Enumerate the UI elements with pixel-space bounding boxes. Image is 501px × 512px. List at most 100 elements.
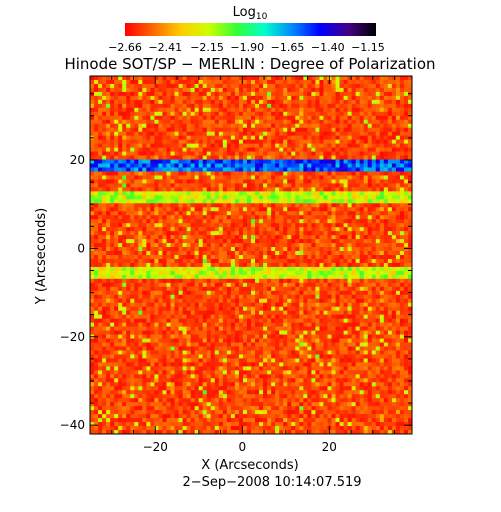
heatmap-cell bbox=[379, 318, 385, 324]
heatmap-cell bbox=[238, 119, 244, 125]
heatmap-cell bbox=[295, 274, 300, 280]
heatmap-cell bbox=[271, 111, 276, 117]
heatmap-cell bbox=[190, 83, 196, 89]
heatmap-cell bbox=[94, 171, 99, 176]
heatmap-cell bbox=[182, 83, 187, 89]
heatmap-cell bbox=[299, 127, 304, 133]
heatmap-cell bbox=[347, 123, 353, 129]
heatmap-cell bbox=[186, 91, 192, 97]
heatmap-cell bbox=[391, 187, 397, 192]
heatmap-cell bbox=[387, 76, 393, 81]
heatmap-cell bbox=[327, 143, 332, 148]
heatmap-cell bbox=[190, 282, 196, 288]
heatmap-cell bbox=[206, 115, 212, 121]
heatmap-cell bbox=[170, 99, 175, 105]
heatmap-cell bbox=[267, 215, 272, 220]
heatmap-cell bbox=[206, 91, 212, 97]
heatmap-cell bbox=[194, 247, 200, 252]
heatmap-cell bbox=[279, 155, 284, 160]
heatmap-cell bbox=[383, 99, 389, 105]
heatmap-cell bbox=[182, 163, 187, 168]
heatmap-cell bbox=[210, 290, 216, 296]
heatmap-cell bbox=[194, 231, 200, 236]
heatmap-cell bbox=[315, 99, 320, 105]
heatmap-cell bbox=[319, 139, 324, 145]
heatmap-cell bbox=[114, 199, 119, 204]
heatmap-cell bbox=[174, 211, 179, 216]
heatmap-cell bbox=[138, 262, 143, 268]
heatmap-cell bbox=[90, 298, 95, 304]
heatmap-cell bbox=[102, 139, 107, 145]
heatmap-cell bbox=[178, 99, 183, 105]
heatmap-cell bbox=[379, 243, 385, 248]
heatmap-cell bbox=[146, 310, 151, 316]
heatmap-cell bbox=[166, 151, 171, 156]
heatmap-cell bbox=[307, 258, 312, 264]
heatmap-cell bbox=[391, 183, 397, 188]
heatmap-cell bbox=[162, 83, 167, 89]
heatmap-cell bbox=[331, 239, 336, 244]
heatmap-cell bbox=[146, 298, 151, 304]
heatmap-cell bbox=[295, 119, 300, 125]
heatmap-cell bbox=[371, 282, 377, 288]
heatmap-cell bbox=[158, 107, 163, 113]
heatmap-cell bbox=[307, 151, 312, 156]
heatmap-cell bbox=[275, 318, 280, 324]
heatmap-cell bbox=[403, 203, 409, 208]
heatmap-cell bbox=[138, 179, 143, 184]
heatmap-cell bbox=[391, 215, 397, 220]
heatmap-cell bbox=[138, 83, 143, 89]
heatmap-cell bbox=[226, 274, 232, 280]
heatmap-cell bbox=[379, 187, 385, 192]
heatmap-cell bbox=[315, 95, 320, 101]
heatmap-cell bbox=[399, 87, 405, 93]
heatmap-cell bbox=[283, 223, 288, 228]
heatmap-cell bbox=[359, 91, 365, 97]
heatmap-cell bbox=[134, 76, 139, 81]
heatmap-cell bbox=[246, 314, 252, 320]
heatmap-cell bbox=[299, 163, 304, 168]
heatmap-cell bbox=[335, 215, 340, 220]
heatmap-cell bbox=[170, 187, 175, 192]
heatmap-cell bbox=[255, 199, 260, 204]
heatmap-cell bbox=[279, 131, 284, 137]
heatmap-cell bbox=[379, 115, 385, 121]
heatmap-cell bbox=[375, 314, 381, 320]
heatmap-cell bbox=[387, 95, 393, 101]
heatmap-cell bbox=[238, 219, 244, 224]
heatmap-cell bbox=[355, 251, 361, 256]
heatmap-cell bbox=[327, 231, 332, 236]
heatmap-cell bbox=[379, 183, 385, 188]
heatmap-cell bbox=[399, 171, 405, 176]
heatmap-cell bbox=[110, 251, 115, 256]
heatmap-cell bbox=[150, 302, 155, 308]
heatmap-cell bbox=[387, 243, 393, 248]
heatmap-cell bbox=[110, 147, 115, 152]
heatmap-cell bbox=[391, 191, 397, 196]
heatmap-cell bbox=[379, 91, 385, 97]
heatmap-cell bbox=[190, 207, 196, 212]
heatmap-cell bbox=[311, 231, 316, 236]
heatmap-cell bbox=[118, 290, 123, 296]
heatmap-cell bbox=[106, 139, 111, 145]
heatmap-cell bbox=[271, 310, 276, 316]
heatmap-cell bbox=[114, 83, 119, 89]
heatmap-cell bbox=[355, 223, 361, 228]
heatmap-cell bbox=[331, 310, 336, 316]
heatmap-cell bbox=[202, 151, 208, 156]
heatmap-cell bbox=[230, 83, 236, 89]
heatmap-cell bbox=[202, 239, 208, 244]
heatmap-cell bbox=[363, 231, 369, 236]
heatmap-cell bbox=[222, 262, 228, 268]
heatmap-cell bbox=[371, 310, 377, 316]
heatmap-cell bbox=[323, 266, 328, 272]
heatmap-cell bbox=[355, 151, 361, 156]
heatmap-cell bbox=[190, 302, 196, 308]
heatmap-cell bbox=[198, 219, 204, 224]
heatmap-cell bbox=[110, 91, 115, 97]
heatmap-cell bbox=[283, 274, 288, 280]
heatmap-cell bbox=[130, 139, 135, 145]
heatmap-cell bbox=[138, 258, 143, 264]
heatmap-cell bbox=[299, 187, 304, 192]
